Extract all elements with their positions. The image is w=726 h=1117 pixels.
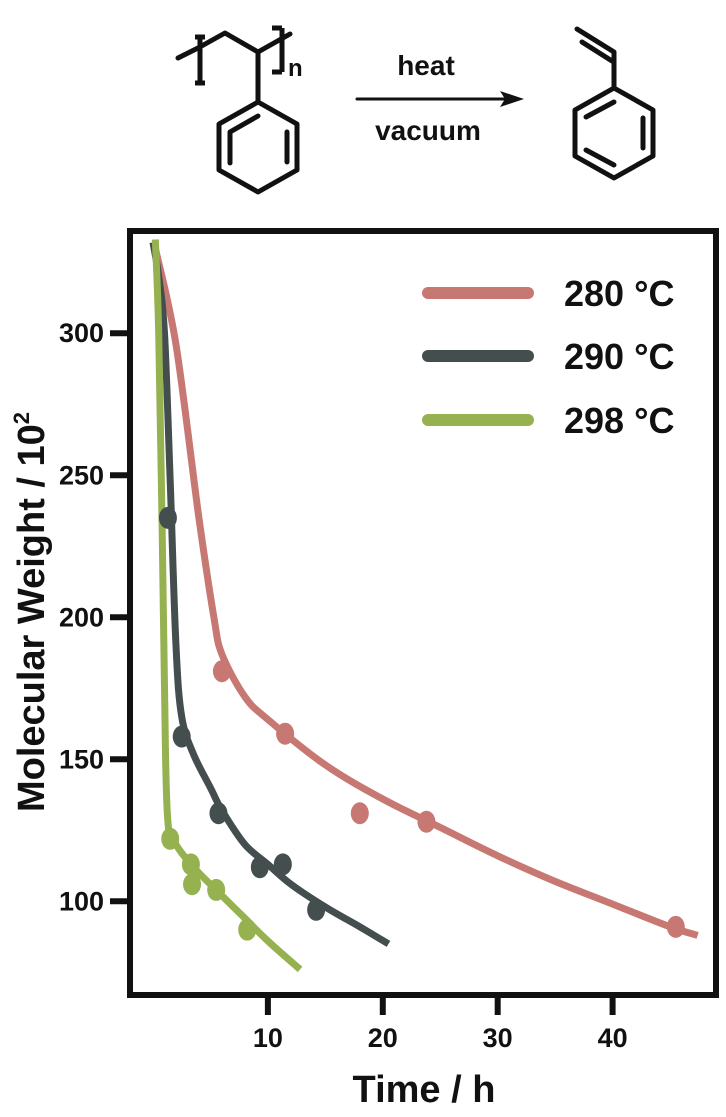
- data-point-series-1: [666, 915, 685, 938]
- arrow-vacuum-label: vacuum: [375, 115, 481, 146]
- data-point-series-1: [350, 802, 369, 825]
- data-point-series-2: [273, 853, 292, 876]
- y-tick-label: 100: [59, 886, 104, 916]
- data-point-series-1: [276, 722, 295, 745]
- data-point-series-3: [161, 827, 180, 850]
- styrene-structure: [572, 26, 656, 181]
- x-tick-label: 40: [598, 1023, 628, 1053]
- x-tick-label: 10: [253, 1023, 283, 1053]
- data-point-series-1: [212, 660, 231, 683]
- chart: 100 150 200 250 300 10 20 30 40 280 °C 290 °C 298…: [9, 228, 719, 1111]
- data-point-series-2: [172, 725, 191, 748]
- y-axis-label: Molecular Weight / 102: [9, 412, 53, 812]
- legend-label-series-3: 298 °C: [564, 400, 674, 441]
- fit-curve-series-1: [151, 247, 699, 939]
- x-axis-ticks: 10 20 30 40: [253, 995, 628, 1053]
- y-axis-ticks: 100 150 200 250 300: [59, 318, 130, 916]
- data-point-series-2: [209, 802, 228, 825]
- x-tick-label: 30: [483, 1023, 513, 1053]
- legend: 280 °C 290 °C 298 °C: [422, 273, 674, 441]
- arrow-heat-label: heat: [397, 50, 455, 81]
- data-point-series-1: [417, 810, 436, 833]
- x-tick-label: 20: [368, 1023, 398, 1053]
- y-tick-label: 150: [59, 744, 104, 774]
- data-point-series-2: [307, 898, 326, 921]
- data-points: [158, 506, 685, 941]
- fit-curve-series-2: [149, 241, 391, 947]
- data-point-series-2: [250, 856, 269, 879]
- reaction-arrow: [355, 91, 524, 107]
- data-point-series-3: [183, 873, 202, 896]
- legend-label-series-2: 290 °C: [564, 336, 674, 377]
- reaction-scheme: [175, 25, 656, 195]
- data-point-series-2: [158, 506, 177, 529]
- data-point-series-3: [207, 878, 226, 901]
- plot-frame: [127, 228, 719, 998]
- data-point-series-3: [238, 918, 257, 941]
- x-axis-label: Time / h: [353, 1069, 496, 1111]
- legend-label-series-1: 280 °C: [564, 273, 674, 314]
- y-tick-label: 300: [59, 318, 104, 348]
- data-point-series-3: [181, 853, 200, 876]
- y-tick-label: 200: [59, 602, 104, 632]
- y-axis-label-main: Molecular Weight / 10: [11, 424, 53, 812]
- y-axis-label-superscript: 2: [9, 412, 34, 424]
- polystyrene-structure: [175, 25, 300, 195]
- y-tick-label: 250: [59, 460, 104, 490]
- polymer-repeat-subscript: n: [288, 55, 303, 82]
